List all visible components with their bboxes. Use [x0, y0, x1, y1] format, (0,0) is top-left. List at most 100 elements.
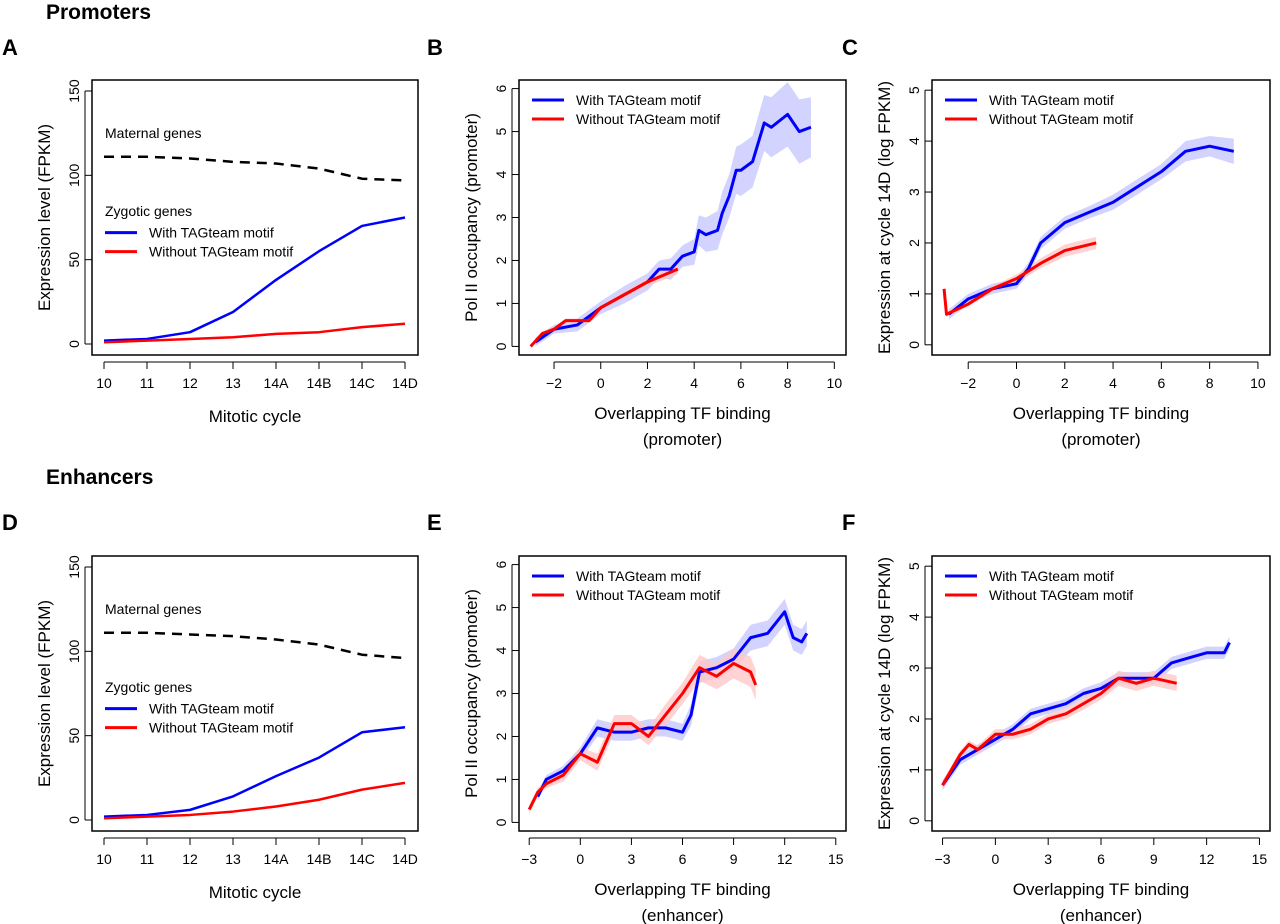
x-tick-label: 10 — [96, 851, 112, 867]
y-tick-label: 5 — [906, 86, 922, 94]
y-tick-label: 3 — [493, 213, 509, 221]
annotation-zygotic-genes: Zygotic genes — [105, 203, 192, 219]
panel-label: A — [2, 35, 18, 60]
series-line-without-motif — [527, 661, 758, 811]
x-tick-label: 12 — [182, 375, 198, 391]
x-tick-label: 8 — [1206, 375, 1214, 391]
legend-label: Without TAGteam motif — [149, 244, 293, 260]
x-axis-label-line2: (enhancer) — [641, 906, 723, 924]
section-title-promoters: Promoters — [46, 1, 151, 24]
legend-label: Without TAGteam motif — [149, 720, 293, 736]
x-tick-label: 14B — [307, 851, 332, 867]
y-tick-label: 3 — [906, 664, 922, 672]
x-axis-label: Overlapping TF binding — [1013, 404, 1189, 423]
y-axis-label: Pol II occupancy (promoter) — [462, 589, 481, 798]
series-line-without-motif — [942, 241, 1097, 316]
panel-label: C — [842, 35, 858, 60]
plot-frame — [931, 79, 1271, 356]
annotation-zygotic-genes: Zygotic genes — [105, 679, 192, 695]
y-tick-label: 50 — [66, 728, 82, 744]
series-line-with-motif — [536, 610, 809, 798]
x-axis-label-line2: (promoter) — [643, 430, 722, 449]
series-line-without-motif — [103, 781, 406, 820]
legend-label: With TAGteam motif — [149, 225, 274, 241]
x-axis-label-line2: (promoter) — [1061, 430, 1140, 449]
y-tick-label: 1 — [493, 299, 509, 307]
series-line-with-motif — [941, 641, 1231, 787]
confidence-band-with-motif — [948, 136, 1234, 320]
confidence-band-with-motif — [535, 82, 811, 347]
x-tick-label: 4 — [690, 375, 698, 391]
y-tick-label: 150 — [66, 555, 82, 579]
x-tick-label: 6 — [679, 851, 687, 867]
y-tick-label: 5 — [906, 562, 922, 570]
x-tick-label: 12 — [777, 851, 793, 867]
x-tick-label: 0 — [597, 375, 605, 391]
x-tick-label: 14B — [307, 375, 332, 391]
y-tick-label: 4 — [493, 170, 509, 178]
annotation-maternal-genes: Maternal genes — [105, 601, 202, 617]
y-tick-label: 2 — [493, 256, 509, 264]
x-tick-label: 12 — [182, 851, 198, 867]
y-tick-label: 1 — [906, 290, 922, 298]
legend-label: Without TAGteam motif — [989, 587, 1133, 603]
y-tick-label: 50 — [66, 252, 82, 268]
panel-label: E — [427, 510, 442, 535]
y-tick-label: 0 — [493, 342, 509, 350]
x-tick-label: 13 — [225, 375, 241, 391]
x-tick-label: −2 — [546, 375, 562, 391]
x-tick-label: 6 — [1157, 375, 1165, 391]
y-axis-label: Expression level (FPKM) — [35, 124, 54, 311]
y-tick-label: 5 — [493, 127, 509, 135]
y-tick-label: 5 — [493, 603, 509, 611]
y-tick-label: 150 — [66, 79, 82, 103]
panel-b: B 0 1 2 3 4 5 6 −2 0 2 4 6 8 10 Overlapping TF binding (… — [427, 35, 847, 449]
annotation-maternal-genes: Maternal genes — [105, 125, 202, 141]
y-axis-label: Expression at cycle 14D (log FPKM) — [875, 557, 894, 830]
y-tick-label: 0 — [906, 341, 922, 349]
y-axis-label: Expression level (FPKM) — [35, 600, 54, 787]
section-title-enhancers: Enhancers — [46, 466, 153, 489]
x-tick-label: 2 — [1061, 375, 1069, 391]
y-tick-label: 0 — [493, 818, 509, 826]
series-line-without-motif — [529, 267, 679, 348]
legend-label: Without TAGteam motif — [576, 587, 720, 603]
x-tick-label: 13 — [225, 851, 241, 867]
panel-c: C 0 1 2 3 4 5 −2 0 2 4 6 8 10 Overlapping TF binding (p… — [842, 35, 1271, 449]
x-tick-label: 11 — [140, 851, 155, 867]
legend-label: With TAGteam motif — [149, 701, 274, 717]
legend-label: Without TAGteam motif — [989, 111, 1133, 127]
x-tick-label: 10 — [96, 375, 112, 391]
y-tick-label: 4 — [906, 137, 922, 145]
x-tick-label: 3 — [1044, 851, 1052, 867]
y-tick-label: 6 — [493, 84, 509, 92]
x-tick-label: 14A — [264, 375, 290, 391]
x-tick-label: 0 — [1013, 375, 1021, 391]
panel-a: A 0 50 100 150 10 11 12 13 14A 14B 14C 14D Mitotic cy… — [2, 35, 419, 426]
panel-label: D — [2, 510, 18, 535]
x-tick-label: 14D — [392, 375, 418, 391]
x-tick-label: −3 — [521, 851, 537, 867]
panel-label: F — [842, 510, 855, 535]
x-axis-label: Mitotic cycle — [209, 407, 302, 426]
panel-d: D 0 50 100 150 10 11 12 13 14A 14B 14C 14D Mitotic cy… — [2, 510, 419, 902]
x-tick-label: 9 — [1150, 851, 1158, 867]
legend-label: With TAGteam motif — [576, 92, 701, 108]
y-tick-label: 6 — [493, 560, 509, 568]
series-line-maternal — [104, 155, 406, 182]
legend-label: With TAGteam motif — [576, 568, 701, 584]
x-tick-label: 2 — [644, 375, 652, 391]
confidence-band-without-motif — [942, 670, 1177, 790]
x-tick-label: 6 — [737, 375, 745, 391]
x-tick-label: 14C — [349, 375, 375, 391]
plot-frame — [91, 555, 419, 832]
y-tick-label: 2 — [906, 239, 922, 247]
x-tick-label: −2 — [960, 375, 976, 391]
y-tick-label: 3 — [493, 689, 509, 697]
series-line-with-motif — [103, 725, 406, 818]
y-tick-label: 1 — [906, 766, 922, 774]
y-axis-label: Pol II occupancy (promoter) — [462, 113, 481, 322]
y-tick-label: 2 — [493, 732, 509, 740]
x-tick-label: 15 — [1252, 851, 1268, 867]
